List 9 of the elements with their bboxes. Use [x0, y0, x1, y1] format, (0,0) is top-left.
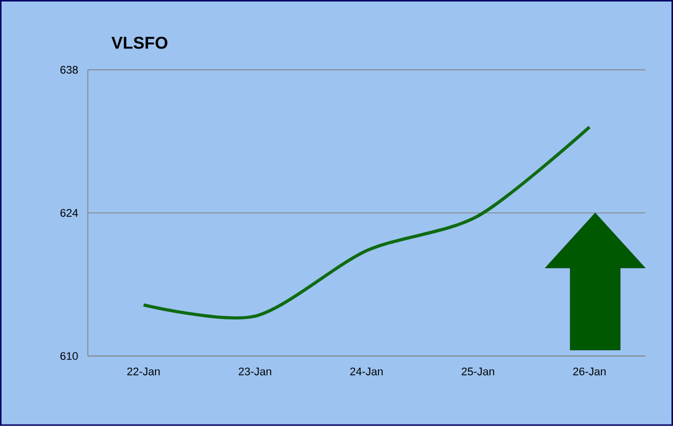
y-tick-label: 610	[60, 352, 78, 360]
y-tick-label: 624	[60, 209, 78, 217]
x-tick-label: 23-Jan	[238, 368, 272, 376]
x-tick-label: 25-Jan	[462, 368, 494, 376]
y-tick-label: 638	[60, 66, 78, 74]
x-tick-label: 22-Jan	[127, 368, 160, 376]
chart-title: VLSFO	[111, 36, 168, 49]
x-tick-label: 26-Jan	[573, 368, 606, 376]
x-tick-label: 24-Jan	[350, 368, 383, 376]
